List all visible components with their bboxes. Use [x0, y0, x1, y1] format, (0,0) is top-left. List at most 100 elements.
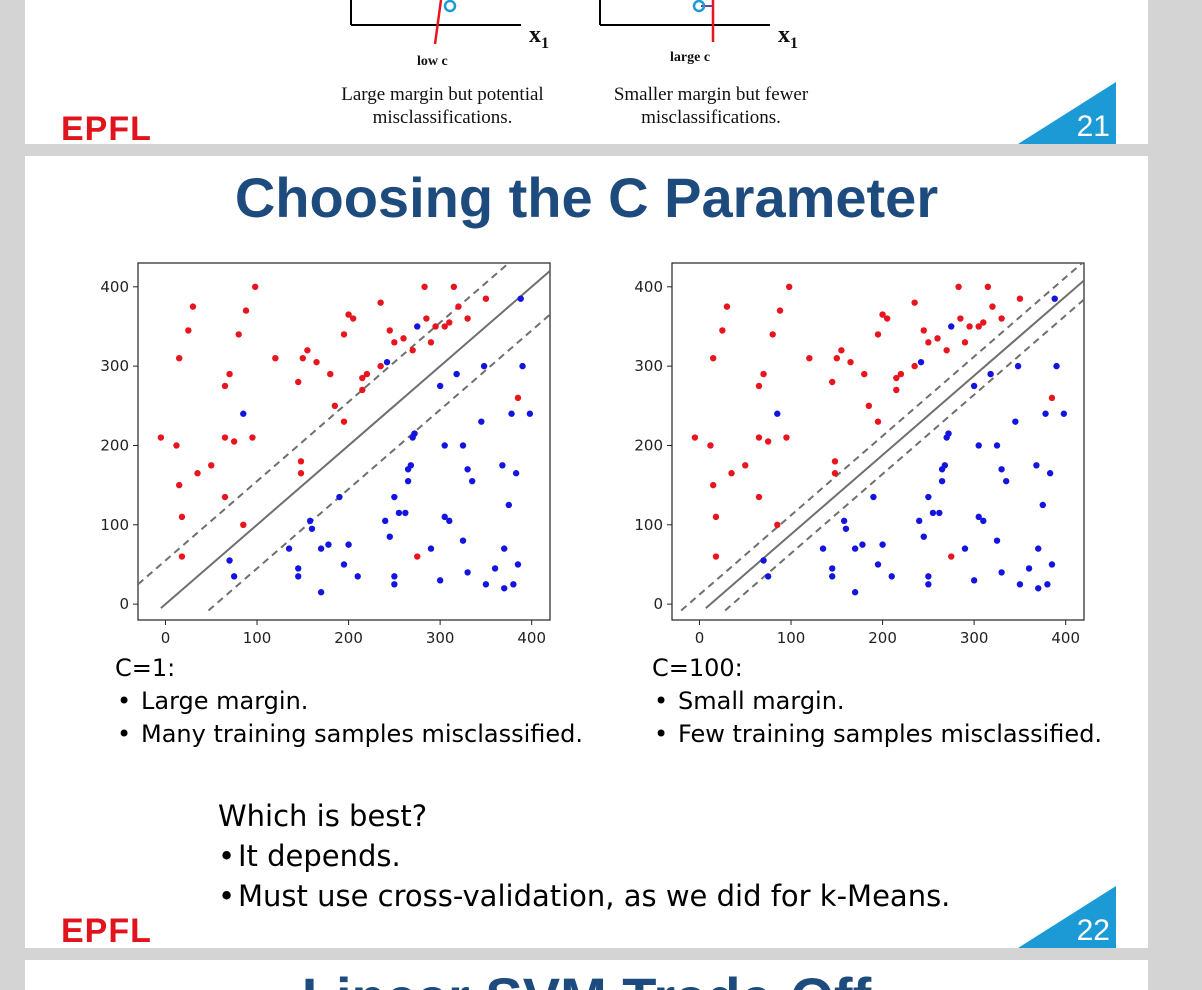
data-point: [1016, 295, 1024, 302]
data-point: [377, 299, 384, 306]
data-point: [478, 418, 485, 425]
data-point: [386, 327, 393, 334]
margin-line: [680, 263, 1084, 612]
data-point: [897, 370, 905, 378]
data-point: [1035, 585, 1042, 592]
data-point: [464, 315, 471, 322]
data-point: [459, 537, 467, 544]
data-point: [920, 327, 927, 334]
data-point: [414, 323, 421, 330]
data-point: [1046, 470, 1054, 477]
right-chart-description: C=100: Small margin. Few training sample…: [652, 652, 1102, 751]
data-point: [989, 303, 996, 310]
left-point: Large margin.: [115, 685, 583, 718]
data-point: [249, 434, 256, 441]
data-point: [501, 585, 508, 592]
y-tick-label: 100: [634, 516, 663, 534]
data-point: [865, 402, 873, 409]
data-point: [1042, 410, 1049, 417]
data-point: [383, 358, 391, 366]
x-tick-label: 400: [517, 629, 546, 647]
plot-frame: [671, 262, 1085, 621]
right-heading: C=100:: [652, 654, 743, 682]
data-point: [783, 434, 790, 441]
data-point: [948, 553, 955, 560]
data-point: [970, 577, 978, 584]
data-point: [251, 283, 259, 290]
data-point: [235, 331, 242, 338]
data-point: [888, 573, 895, 580]
data-point: [917, 358, 925, 366]
data-point: [712, 553, 720, 560]
data-point: [230, 573, 238, 580]
data-point: [829, 565, 836, 572]
data-point: [297, 458, 305, 465]
data-point: [240, 410, 247, 417]
data-point: [874, 561, 882, 568]
data-point: [957, 315, 964, 322]
data-point: [879, 311, 886, 318]
y-tick-label: 200: [634, 436, 663, 454]
data-point: [519, 362, 526, 370]
data-point: [742, 462, 749, 469]
data-point: [178, 513, 186, 521]
data-point: [955, 283, 962, 290]
data-point: [774, 521, 781, 528]
data-point: [208, 462, 215, 469]
left-caption: Large margin but potential misclassifica…: [341, 84, 544, 128]
data-point: [975, 442, 982, 449]
data-point: [859, 541, 866, 548]
right-plot-support-vector: [692, 0, 706, 13]
data-point: [501, 545, 508, 552]
y-tick-label: 400: [634, 278, 663, 296]
data-point: [916, 517, 923, 525]
decision-boundary-line: [160, 270, 550, 609]
data-point: [1048, 394, 1056, 402]
data-point: [710, 481, 717, 489]
data-point: [464, 569, 471, 576]
scatter-chart-c1: 0 100 200 300 400 0 100 200 300 400: [100, 262, 551, 647]
data-point: [755, 434, 763, 441]
data-point: [308, 525, 316, 532]
y-tick-label: 300: [634, 357, 663, 375]
page-number: 22: [1076, 914, 1110, 947]
data-point: [1033, 462, 1040, 469]
data-point: [776, 307, 784, 314]
data-point: [760, 557, 767, 564]
data-point: [806, 355, 813, 362]
data-point: [993, 442, 1001, 449]
data-point: [829, 573, 836, 580]
data-point: [1035, 545, 1042, 552]
data-point: [829, 378, 836, 386]
data-point: [400, 335, 407, 342]
left-plot-boundary: [433, 0, 443, 45]
data-point: [961, 339, 969, 346]
data-point: [427, 339, 435, 346]
data-point: [526, 410, 534, 417]
data-point: [774, 410, 781, 417]
next-slide: Linear SVM Trade-Off: [25, 960, 1148, 990]
data-point: [847, 358, 854, 366]
data-point: [411, 430, 418, 437]
data-point: [925, 573, 932, 580]
page-number: 21: [1076, 110, 1110, 143]
y-tick-label: 300: [100, 357, 129, 375]
x-tick-label: 100: [243, 629, 272, 647]
x-tick-label: 400: [1051, 629, 1080, 647]
data-point: [998, 466, 1005, 473]
data-point: [441, 513, 448, 521]
data-point: [1060, 410, 1068, 417]
data-point: [331, 402, 339, 409]
data-point: [359, 386, 366, 394]
data-point: [325, 541, 332, 548]
data-point: [920, 533, 927, 540]
data-point: [404, 477, 412, 485]
data-point: [764, 573, 772, 580]
data-point: [427, 545, 435, 552]
data-point: [833, 355, 840, 362]
data-point: [1016, 581, 1024, 588]
data-point: [925, 581, 932, 588]
data-point: [176, 355, 183, 362]
data-point: [176, 481, 183, 489]
data-point: [948, 323, 955, 330]
